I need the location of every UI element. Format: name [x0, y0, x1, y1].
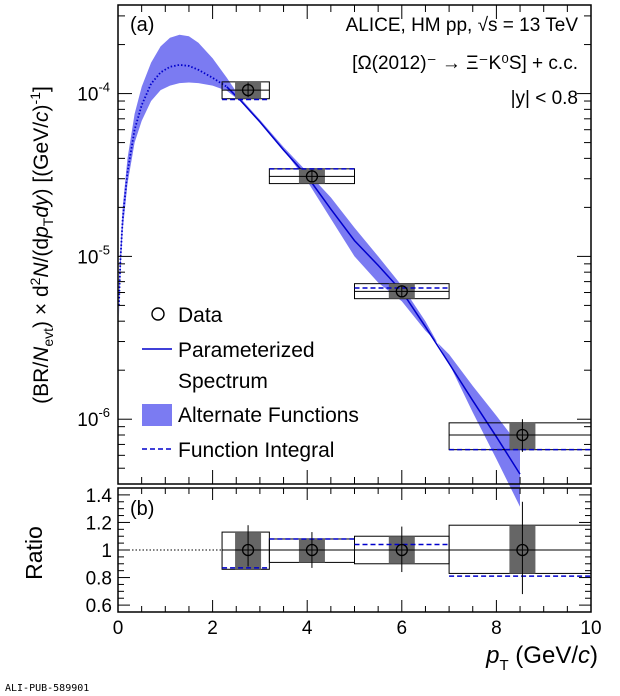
legend-integral-label: Function Integral	[178, 439, 334, 462]
ratio-y-tick-labels: 0.6 0.8 1 1.2 1.4	[86, 486, 113, 617]
ratio-marker-3	[516, 543, 529, 557]
spectrum-y-axis-label: (BR/Nevt) × d2N/(dpTdy) [(GeV/c)-1]	[27, 86, 56, 404]
spectrum-curve-fit-range	[226, 86, 521, 475]
spectrum-data-points	[221, 81, 592, 452]
legend-band-label: Alternate Functions	[178, 404, 359, 427]
panel-b-label: (b)	[130, 498, 154, 520]
legend-band-marker	[142, 404, 172, 426]
publication-id: ALI-PUB-589901	[5, 683, 90, 694]
legend-curve-label-2: Spectrum	[178, 370, 268, 393]
ratio-x-tick-label: 8	[491, 618, 502, 639]
ratio-x-tick-label: 4	[302, 618, 313, 639]
spectrum-marker-1	[305, 170, 319, 183]
decay-channel-label: [Ω(2012)⁻ → Ξ⁻K⁰S] + c.c.	[352, 53, 578, 74]
ratio-x-tick-label: 0	[113, 618, 124, 639]
spectrum-curve-extrapolated	[118, 63, 228, 306]
spectrum-marker-0	[241, 83, 255, 97]
experiment-label: ALICE, HM pp, √s = 13 TeV	[346, 15, 579, 36]
spectrum-point-2	[354, 283, 450, 300]
ratio-data-points	[221, 501, 592, 595]
ratio-point-2	[354, 526, 450, 573]
ratio-y-axis-label: Ratio	[21, 526, 47, 580]
rapidity-label: |y| < 0.8	[511, 88, 578, 109]
ratio-x-tick-label: 6	[397, 618, 408, 639]
spectrum-point-3	[448, 419, 592, 452]
legend-data-marker	[151, 307, 165, 321]
ratio-x-tick-label: 2	[207, 618, 218, 639]
ratio-y-tick-label: 1.2	[86, 513, 112, 534]
spectrum-marker-3	[516, 428, 529, 442]
ratio-y-tick-label: 1.4	[86, 486, 113, 507]
parameterized-spectrum-curve	[118, 63, 521, 475]
legend-curve-label-1: Parameterized	[178, 339, 315, 362]
alternate-functions-band	[118, 34, 521, 507]
ratio-marker-2	[395, 543, 408, 557]
spectrum-point-1	[268, 168, 355, 185]
ratio-point-1	[268, 532, 355, 568]
ratio-axis-ticks	[117, 488, 592, 612]
ratio-y-tick-label: 0.6	[86, 596, 112, 617]
x-axis-label: pT (GeV/c)	[485, 642, 598, 674]
ratio-x-tick-labels: 0 2 4 6 8 10	[113, 618, 602, 639]
ratio-panel: 0.6 0.8 1 1.2 1.4 0 2 4 6 8 10 (b) Ratio pT (GeV/…	[21, 486, 602, 674]
ratio-marker-1	[305, 543, 319, 557]
spectrum-point-0	[221, 81, 270, 101]
legend-data-label: Data	[178, 304, 223, 327]
ratio-y-tick-label: 1	[101, 541, 112, 562]
spectrum-y-tick-labels: 10-4 10-5 10-6	[77, 80, 110, 432]
legend: Data Parameterized Spectrum Alternate Fu…	[142, 304, 359, 462]
ratio-x-tick-label: 10	[580, 618, 601, 639]
alternate-functions-band-area	[118, 34, 521, 507]
ratio-y-tick-label: 0.8	[86, 569, 112, 590]
panel-a-label: (a)	[130, 14, 154, 36]
ratio-point-3	[448, 501, 592, 595]
spectrum-y-tick-label: 10-6	[77, 405, 110, 431]
spectrum-axis-ticks	[117, 5, 592, 485]
spectrum-y-tick-label: 10-5	[77, 242, 110, 268]
spectrum-panel: 10-4 10-5 10-6 (a) ALICE, HM pp, √s = 13 T…	[27, 4, 592, 507]
spectrum-marker-2	[395, 285, 408, 298]
ratio-marker-0	[241, 543, 255, 557]
spectrum-y-tick-label: 10-4	[77, 80, 110, 106]
ratio-point-0	[221, 525, 270, 570]
